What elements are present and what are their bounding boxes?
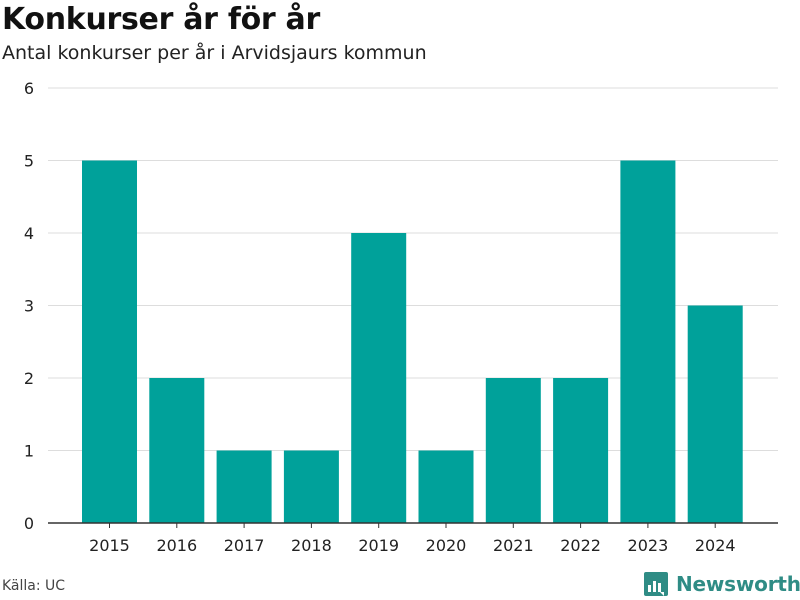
- newsworthy-logo-icon: [644, 572, 668, 596]
- bar: [82, 160, 137, 523]
- x-tick-label: 2022: [560, 536, 601, 555]
- bar: [216, 450, 272, 523]
- x-tick-label: 2023: [628, 536, 669, 555]
- chart-subtitle: Antal konkurser per år i Arvidsjaurs kom…: [2, 42, 427, 64]
- bar: [418, 450, 474, 523]
- y-tick-label: 0: [24, 514, 34, 533]
- axes: [48, 522, 778, 528]
- bars: [82, 160, 743, 523]
- brand-name: Newsworthy: [676, 572, 800, 596]
- bar: [283, 450, 339, 523]
- bar: [620, 160, 676, 523]
- x-tick-label: 2021: [493, 536, 534, 555]
- y-tick-label: 5: [24, 152, 34, 171]
- y-tick-label: 2: [24, 369, 34, 388]
- bar: [485, 378, 541, 523]
- bar: [351, 233, 407, 523]
- y-tick-label: 4: [24, 224, 34, 243]
- x-tick-label: 2024: [695, 536, 736, 555]
- source-note: Källa: UC: [2, 578, 66, 594]
- x-tick-label: 2019: [358, 536, 399, 555]
- y-tick-label: 1: [24, 442, 34, 461]
- y-tick-label: 6: [24, 79, 34, 98]
- tick-labels: 0 1 2 3 4 5 6 2015 2016 2017 2018 2019 2020 2021 2022 2…: [24, 79, 736, 555]
- bar: [149, 378, 205, 523]
- x-tick-label: 2017: [224, 536, 265, 555]
- x-tick-label: 2015: [89, 536, 130, 555]
- y-tick-label: 3: [24, 297, 34, 316]
- x-tick-label: 2016: [156, 536, 197, 555]
- bar: [687, 305, 743, 523]
- chart-title: Konkurser år för år: [2, 2, 320, 37]
- brand-logo: Newsworthy: [644, 570, 800, 598]
- x-tick-label: 2018: [291, 536, 332, 555]
- x-tick-label: 2020: [426, 536, 467, 555]
- bar: [553, 378, 609, 523]
